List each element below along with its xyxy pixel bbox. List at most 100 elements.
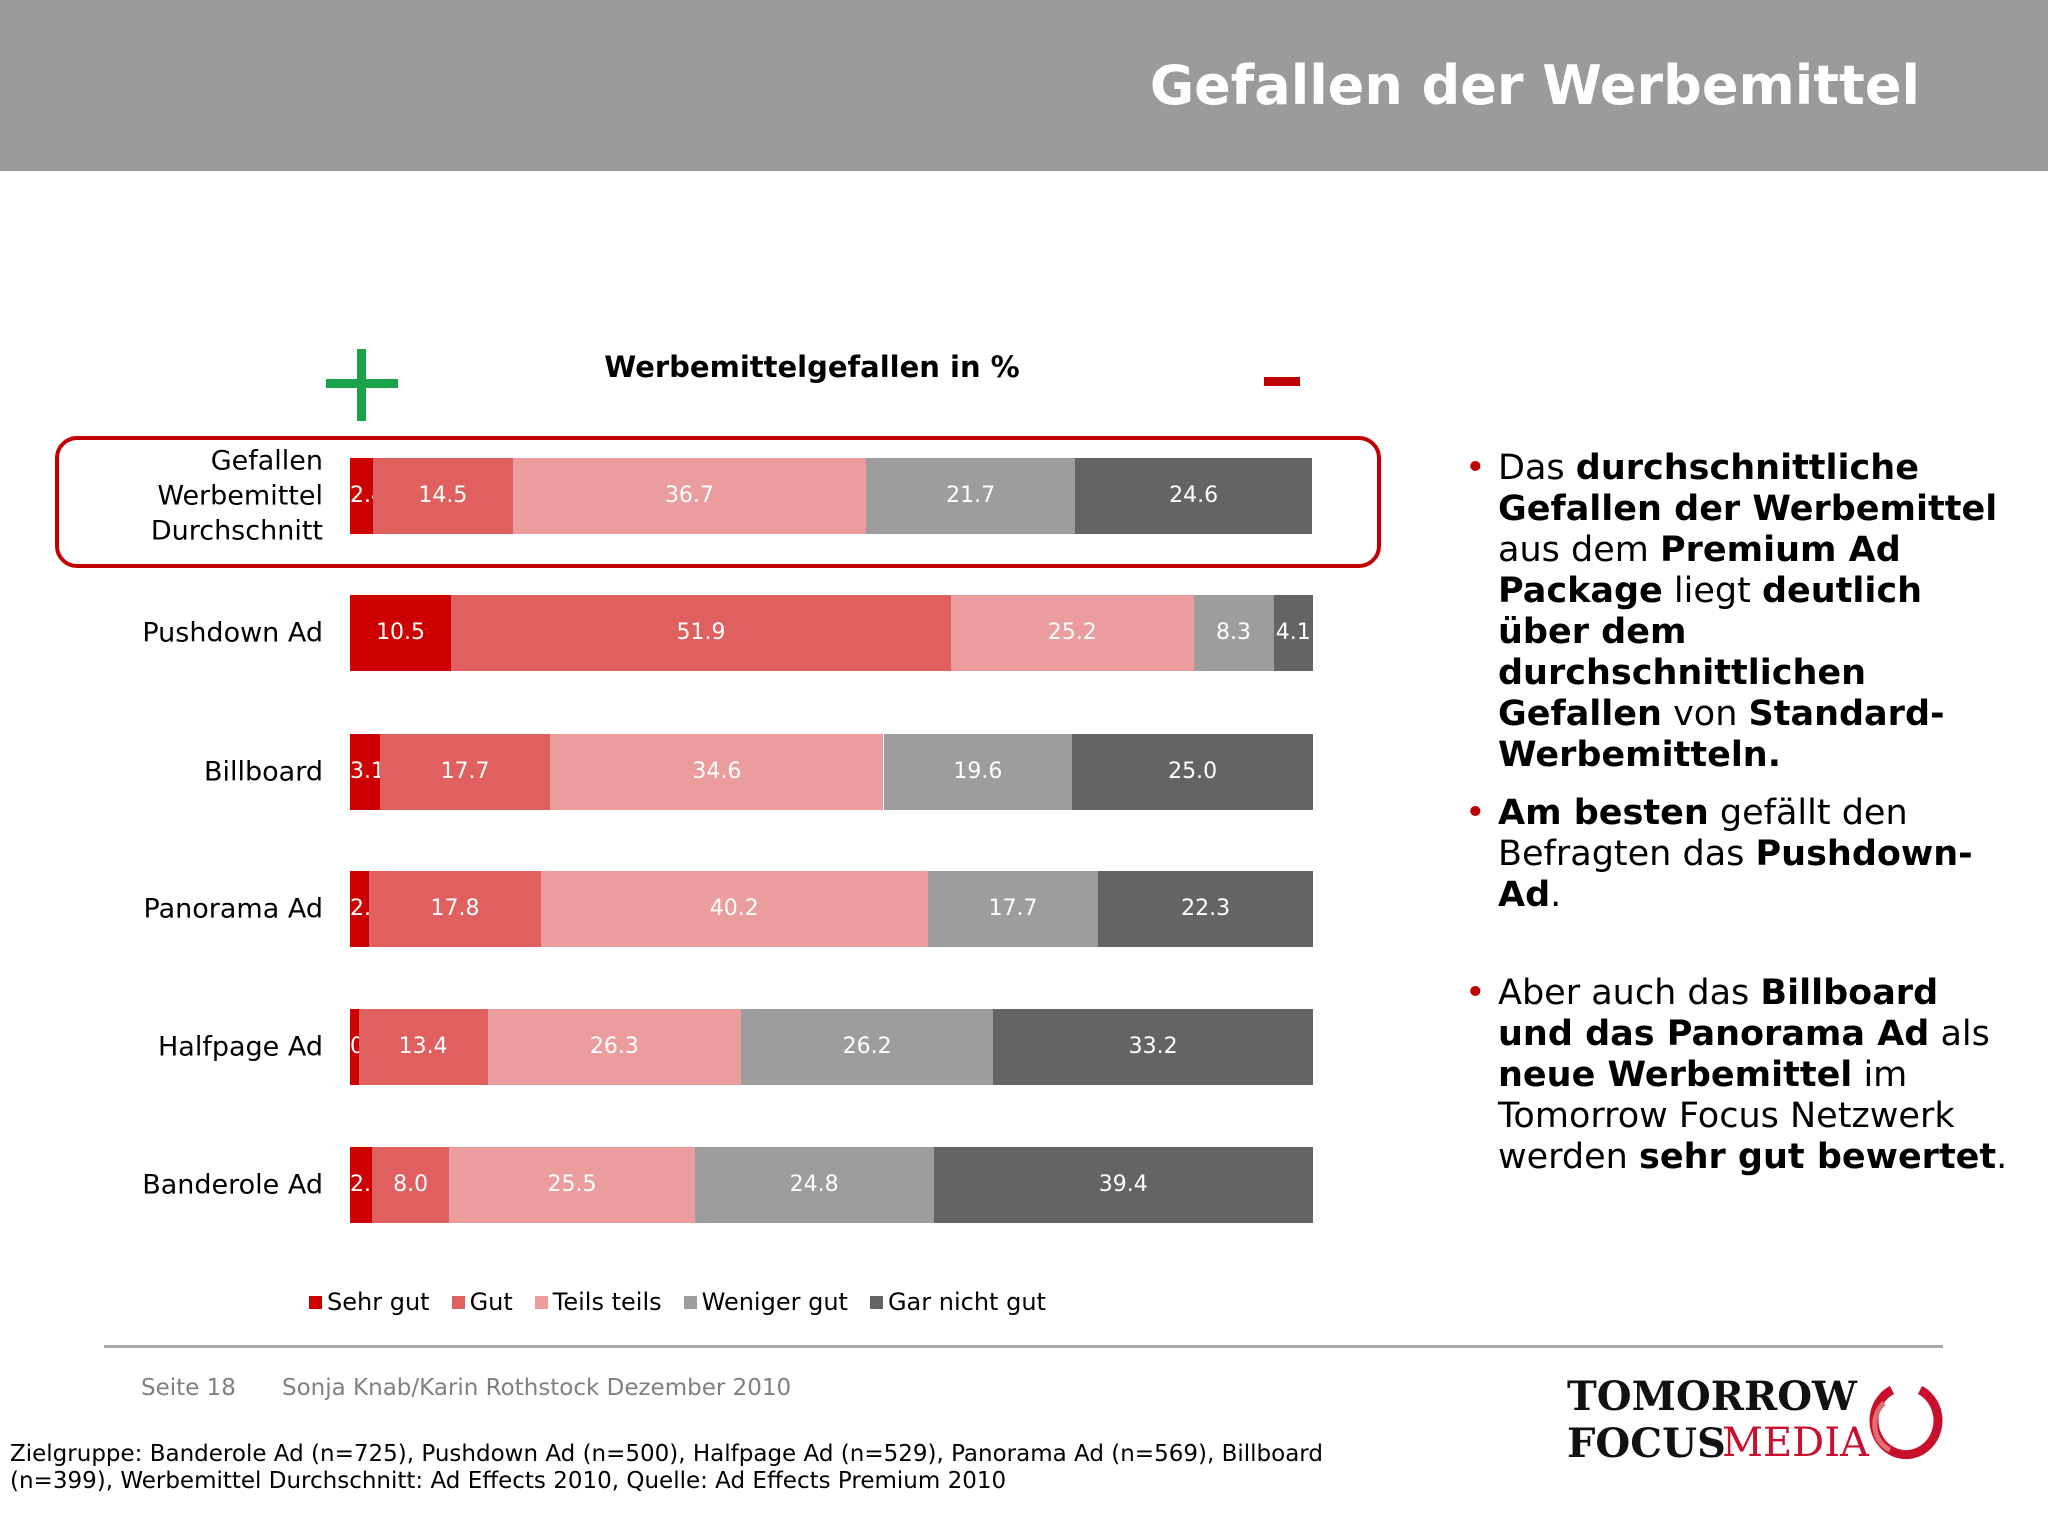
author: Sonja Knab/Karin Rothstock Dezember 2010 — [282, 1375, 792, 1401]
value-label: 2.4 — [350, 483, 373, 508]
bullet-text: Das durchschnittliche Gefallen der Werbe… — [1498, 448, 2013, 776]
header-bar — [0, 0, 2048, 171]
bar-segment: 2.0 — [350, 871, 370, 947]
legend-item: Teils teils — [534, 1288, 662, 1316]
legend-label: Gar nicht gut — [887, 1288, 1046, 1316]
value-label: 24.8 — [789, 1172, 839, 1197]
value-label: 36.7 — [664, 483, 714, 508]
text-run: deutlich über dem durchschnittlichen Gef… — [1498, 571, 1923, 734]
bar-segment: 19.6 — [883, 734, 1073, 810]
legend-swatch — [309, 1295, 322, 1309]
value-label: 25.0 — [1168, 759, 1218, 784]
text-run: gefällt den Befragten das — [1498, 793, 1908, 874]
bar-segment: 17.7 — [927, 871, 1099, 947]
category-label: Halfpage Ad — [157, 1031, 323, 1063]
bar-segment: 24.6 — [1075, 458, 1313, 534]
text-run: Premium Ad Package — [1498, 530, 1901, 611]
value-label: 17.7 — [988, 896, 1038, 921]
legend-label: Weniger gut — [701, 1288, 848, 1316]
bar-segment: 36.7 — [512, 458, 867, 534]
bullet: • Aber auch das Billboard und das Panoram… — [1465, 973, 2013, 1178]
legend: Sehr gut Gut Teils teils Weniger gut Gar nic… — [309, 1288, 1046, 1316]
value-label: 24.6 — [1169, 483, 1219, 508]
logo-text: MEDIA — [1722, 1420, 1869, 1466]
value-label: 0.9 — [350, 1034, 359, 1059]
category-label: Gefallen Werbemittel Durchschnitt — [150, 445, 323, 547]
value-label: 26.2 — [842, 1034, 892, 1059]
bullet-dot: • — [1465, 973, 1486, 1013]
bar-segment: 39.4 — [933, 1147, 1313, 1223]
logo-text: TOMORROW — [1567, 1373, 1857, 1420]
value-label: 8.0 — [393, 1172, 429, 1197]
bar-segment: 24.8 — [694, 1147, 934, 1223]
bar-segment: 26.2 — [740, 1009, 994, 1085]
footnote: Zielgruppe: Banderole Ad (n=725), Pushdo… — [10, 1441, 1323, 1494]
bar-segment: 2.3 — [350, 1147, 373, 1223]
value-label: 17.7 — [440, 759, 490, 784]
bar-segment: 17.8 — [369, 871, 541, 947]
value-label: 40.2 — [709, 896, 759, 921]
text-run: . — [1550, 875, 1562, 915]
text-run: von — [1661, 694, 1749, 734]
value-label: 8.3 — [1216, 620, 1252, 645]
bar-segment: 25.0 — [1072, 734, 1313, 810]
bullet-dot: • — [1465, 448, 1486, 488]
text-run: Am besten — [1498, 793, 1709, 833]
category-label: Billboard — [204, 756, 323, 788]
legend-swatch — [451, 1295, 465, 1309]
bullet: • Am besten gefällt den Befragten das Pus… — [1465, 793, 2013, 916]
bar-segment: 34.6 — [550, 734, 884, 810]
value-label: 33.2 — [1128, 1034, 1178, 1059]
value-label: 13.4 — [398, 1034, 448, 1059]
text-run: . — [1996, 1137, 2008, 1177]
text-run: Aber auch das — [1498, 973, 1761, 1013]
value-label: 22.3 — [1181, 896, 1231, 921]
value-label: 34.6 — [692, 759, 742, 784]
bar-segment: 14.5 — [373, 458, 513, 534]
legend-label: Sehr gut — [327, 1288, 430, 1316]
text-run: Standard-Werbemitteln. — [1498, 694, 1945, 775]
value-label: 2.0 — [350, 896, 369, 921]
bullet-text: Am besten gefällt den Befragten das Push… — [1498, 793, 2013, 916]
legend-item: Gar nicht gut — [869, 1288, 1046, 1316]
text-run: neue Werbemittel — [1498, 1055, 1853, 1095]
bar-segment: 51.9 — [451, 595, 951, 671]
legend-item: Weniger gut — [683, 1288, 848, 1316]
text-run: Pushdown-Ad — [1498, 834, 1973, 915]
text-run: im Tomorrow Focus Netzwerk werden — [1498, 1055, 1955, 1177]
logo-mark — [1869, 1386, 1943, 1460]
value-label: 39.4 — [1098, 1172, 1148, 1197]
bar-segment: 25.2 — [950, 595, 1194, 671]
slide-title: Gefallen der Werbemittel — [1149, 54, 1920, 117]
bullet-dot: • — [1465, 793, 1486, 833]
legend-item: Gut — [451, 1288, 513, 1316]
page-number: Seite 18 — [141, 1375, 236, 1401]
legend-swatch — [869, 1295, 883, 1309]
bar-segment: 10.5 — [350, 595, 452, 671]
bullet: • Das durchschnittliche Gefallen der Werb… — [1465, 448, 2013, 776]
minus-sign — [1264, 377, 1300, 386]
bar-segment: 0.9 — [350, 1009, 359, 1085]
text-run: sehr gut bewertet — [1639, 1137, 1997, 1177]
value-label: 10.5 — [376, 620, 426, 645]
bar-segment: 26.3 — [487, 1009, 741, 1085]
value-label: 25.2 — [1047, 620, 1097, 645]
text-run: Billboard und das Panorama Ad — [1498, 973, 1939, 1054]
text-run: durchschnittliche Gefallen der Werbemitt… — [1498, 448, 1998, 529]
legend-label: Gut — [469, 1288, 513, 1316]
value-label: 3.1 — [350, 759, 380, 784]
chart-title: Werbemittelgefallen in % — [604, 350, 1020, 384]
text-run: Das — [1498, 448, 1576, 488]
bar-segment: 4.1 — [1273, 595, 1313, 671]
bar-segment: 8.0 — [372, 1147, 450, 1223]
bullet-text: Aber auch das Billboard und das Panorama… — [1498, 973, 2013, 1178]
value-label: 4.1 — [1275, 620, 1311, 645]
value-label: 17.8 — [430, 896, 480, 921]
bar-segment: 21.7 — [866, 458, 1076, 534]
plus-sign — [326, 349, 398, 421]
value-label: 14.5 — [418, 483, 468, 508]
text-run: als — [1929, 1014, 1990, 1054]
footer-line — [104, 1345, 1943, 1348]
bar-segment: 40.2 — [540, 871, 928, 947]
value-label: 21.7 — [946, 483, 996, 508]
